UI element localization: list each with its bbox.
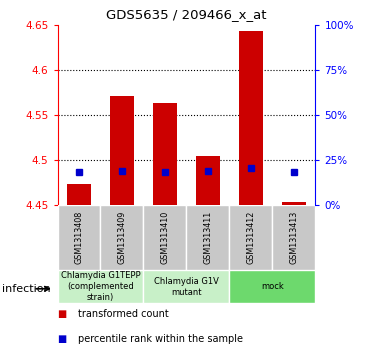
Bar — [272, 205, 315, 270]
Text: ■: ■ — [58, 334, 67, 344]
Text: GSM1313411: GSM1313411 — [203, 211, 213, 264]
Text: percentile rank within the sample: percentile rank within the sample — [78, 334, 243, 344]
Bar — [110, 97, 134, 205]
Text: GSM1313408: GSM1313408 — [75, 211, 83, 264]
Bar — [229, 205, 272, 270]
Bar — [101, 205, 144, 270]
Text: GSM1313410: GSM1313410 — [160, 211, 170, 264]
Bar — [144, 270, 229, 303]
Text: Chlamydia G1TEPP
(complemented
strain): Chlamydia G1TEPP (complemented strain) — [61, 271, 140, 302]
Bar — [229, 270, 315, 303]
Text: ■: ■ — [58, 309, 67, 319]
Bar — [153, 103, 177, 205]
Text: transformed count: transformed count — [78, 309, 169, 319]
Text: infection: infection — [2, 284, 50, 294]
Text: Chlamydia G1V
mutant: Chlamydia G1V mutant — [154, 277, 219, 297]
Bar — [282, 201, 306, 205]
Text: GSM1313409: GSM1313409 — [118, 211, 127, 265]
Text: mock: mock — [261, 282, 284, 291]
Text: GSM1313413: GSM1313413 — [289, 211, 298, 264]
Bar — [196, 156, 220, 205]
Bar — [67, 184, 91, 205]
Title: GDS5635 / 209466_x_at: GDS5635 / 209466_x_at — [106, 8, 267, 21]
Bar — [239, 31, 263, 205]
Bar — [58, 270, 144, 303]
Text: GSM1313412: GSM1313412 — [246, 211, 255, 265]
Bar — [187, 205, 229, 270]
Bar — [58, 205, 101, 270]
Bar — [144, 205, 186, 270]
